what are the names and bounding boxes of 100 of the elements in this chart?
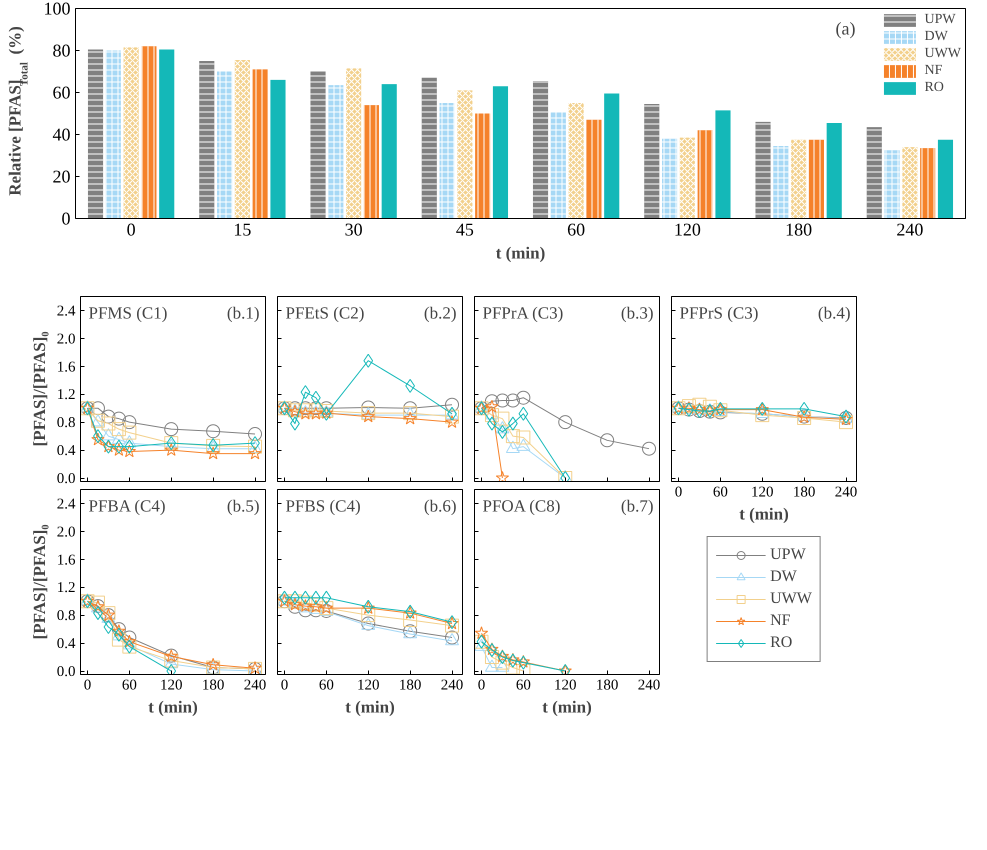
point bbox=[362, 410, 375, 422]
x-tick-label: 180 bbox=[398, 678, 422, 694]
annotation: (b.2) bbox=[424, 304, 457, 322]
y-axis-title: [PFAS]/[PFAS]₀ bbox=[30, 332, 49, 446]
point bbox=[101, 410, 116, 424]
point bbox=[516, 430, 530, 445]
x-tick-label: 120 bbox=[160, 678, 183, 694]
x-tick-label: 60 bbox=[122, 678, 137, 694]
point bbox=[248, 446, 262, 460]
point bbox=[206, 446, 220, 460]
y-tick-label: 80 bbox=[52, 40, 70, 60]
point bbox=[516, 438, 530, 451]
x-axis-title: t (min) bbox=[542, 698, 592, 716]
chart-title: PFBA (C4) bbox=[88, 496, 166, 516]
bar bbox=[270, 80, 286, 218]
x-tick-label: 240 bbox=[244, 678, 266, 694]
legend-label: DW bbox=[924, 29, 948, 45]
point bbox=[164, 422, 178, 436]
x-tick-label: 0 bbox=[84, 678, 92, 694]
point bbox=[122, 634, 136, 648]
x-axis-title: t (min) bbox=[148, 698, 198, 716]
legend-label: DW bbox=[770, 568, 797, 586]
point bbox=[403, 412, 417, 424]
point bbox=[122, 426, 136, 440]
x-tick-label: 240 bbox=[638, 678, 660, 694]
point bbox=[122, 630, 136, 644]
point bbox=[206, 424, 220, 438]
point bbox=[90, 401, 105, 416]
y-tick-label: 1.2 bbox=[56, 580, 76, 596]
point bbox=[506, 440, 520, 453]
y-tick-label: 1.6 bbox=[56, 359, 76, 376]
legend-label: NF bbox=[924, 63, 944, 79]
point bbox=[495, 394, 510, 408]
point bbox=[495, 412, 510, 426]
point bbox=[484, 650, 499, 664]
x-tick-label: 240 bbox=[440, 678, 464, 694]
chart-title: PFEtS (C2) bbox=[286, 304, 364, 322]
point bbox=[642, 442, 656, 456]
y-axis-title: Relative [PFAS]Total (%) bbox=[6, 26, 30, 196]
point bbox=[361, 400, 376, 414]
point bbox=[248, 427, 262, 442]
x-axis-title: t (min) bbox=[496, 244, 546, 262]
x-tick-label: 0 bbox=[280, 678, 288, 694]
point bbox=[506, 660, 520, 674]
annotation: (b.1) bbox=[226, 304, 260, 322]
x-tick-label: 60 bbox=[712, 484, 728, 500]
legend-label: RO bbox=[770, 634, 792, 652]
x-tick-label: 120 bbox=[554, 678, 577, 694]
x-axis-title: t (min) bbox=[345, 698, 395, 716]
y-tick-label: 1.6 bbox=[56, 552, 76, 568]
point bbox=[516, 390, 530, 405]
x-tick-label: 120 bbox=[674, 220, 701, 240]
y-tick-label: 100 bbox=[44, 0, 70, 18]
point bbox=[122, 637, 136, 650]
y-tick-label: 0.8 bbox=[56, 415, 76, 432]
y-tick-label: 2.4 bbox=[56, 496, 76, 512]
annotation: (b.3) bbox=[620, 304, 654, 322]
legend-label: UWW bbox=[924, 46, 961, 62]
point bbox=[112, 443, 126, 456]
bar bbox=[938, 140, 954, 218]
annotation: (b.4) bbox=[818, 304, 851, 322]
x-tick-label: 0 bbox=[126, 220, 136, 240]
legend-label: UWW bbox=[770, 590, 812, 608]
point bbox=[445, 415, 459, 428]
x-tick-label: 180 bbox=[792, 484, 816, 500]
point bbox=[702, 400, 717, 414]
point bbox=[496, 471, 510, 482]
x-tick-label: 120 bbox=[357, 678, 380, 694]
point bbox=[298, 406, 312, 420]
x-axis-title: t (min) bbox=[739, 504, 789, 524]
point bbox=[101, 416, 116, 431]
bar bbox=[604, 94, 620, 218]
point bbox=[495, 656, 510, 670]
point bbox=[90, 596, 105, 610]
y-tick-label: 2.4 bbox=[56, 303, 76, 320]
point bbox=[506, 394, 520, 408]
chart-title: PFPrA (C3) bbox=[482, 304, 564, 322]
x-tick-label: 30 bbox=[344, 220, 363, 240]
point bbox=[112, 632, 126, 647]
bar bbox=[159, 49, 174, 218]
point bbox=[164, 443, 178, 456]
point bbox=[484, 408, 499, 422]
x-tick-label: 60 bbox=[318, 678, 334, 694]
point bbox=[298, 596, 312, 610]
y-tick-label: 0.0 bbox=[56, 471, 76, 488]
point bbox=[403, 613, 418, 628]
point bbox=[403, 401, 418, 416]
y-tick-label: 1.2 bbox=[56, 387, 76, 404]
point bbox=[122, 640, 136, 654]
x-tick-label: 180 bbox=[596, 678, 618, 694]
x-tick-label: 240 bbox=[896, 220, 924, 240]
point bbox=[112, 422, 126, 436]
point bbox=[484, 394, 499, 408]
point bbox=[122, 415, 136, 430]
point bbox=[445, 618, 460, 633]
annotation: (a) bbox=[836, 18, 856, 38]
y-tick-label: 0.4 bbox=[56, 443, 76, 460]
x-tick-label: 15 bbox=[233, 220, 252, 240]
point bbox=[839, 415, 854, 430]
y-tick-label: 40 bbox=[52, 124, 70, 144]
